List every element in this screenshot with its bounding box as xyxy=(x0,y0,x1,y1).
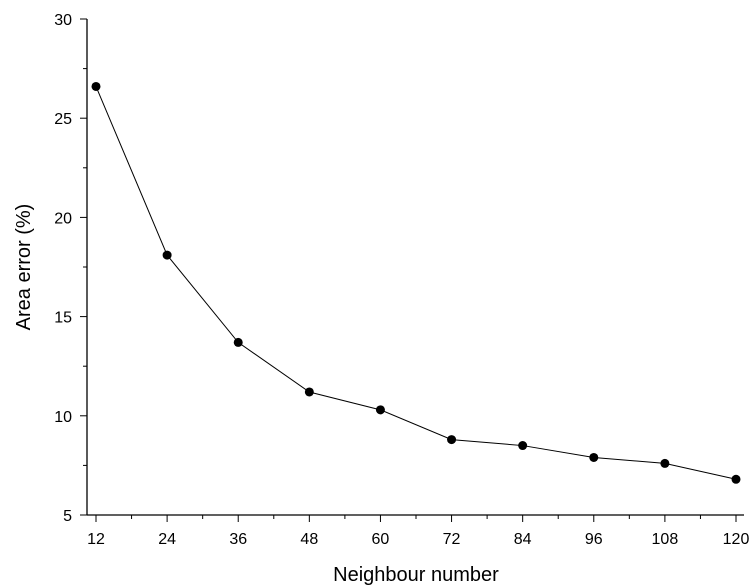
x-tick-label: 72 xyxy=(443,531,461,548)
axes xyxy=(86,19,744,516)
data-point xyxy=(447,435,457,445)
data-point xyxy=(91,81,101,91)
y-axis-title: Area error (%) xyxy=(13,204,35,331)
data-point xyxy=(233,337,243,347)
data-point xyxy=(731,474,741,484)
x-tick-label: 48 xyxy=(300,531,318,548)
series-line xyxy=(95,86,737,480)
y-tick-label: 30 xyxy=(54,12,72,29)
ticks: 5 10 15 20 25 30 12 24 36 48 60 72 84 96 108 120 xyxy=(54,12,749,548)
y-tick-label: 25 xyxy=(54,111,72,128)
x-tick-label: 96 xyxy=(585,531,603,548)
x-tick-label: 120 xyxy=(723,531,750,548)
x-tick-label: 84 xyxy=(514,531,532,548)
data-point xyxy=(589,452,599,462)
data-point xyxy=(660,458,670,468)
y-tick-label: 15 xyxy=(54,310,72,327)
data-point xyxy=(162,250,172,260)
x-tick-label: 36 xyxy=(229,531,247,548)
x-tick-label: 24 xyxy=(158,531,176,548)
x-tick-label: 60 xyxy=(372,531,390,548)
y-tick-label: 10 xyxy=(54,409,72,426)
data-point xyxy=(518,441,528,451)
data-point xyxy=(304,387,314,397)
x-tick-label: 108 xyxy=(652,531,679,548)
x-tick-label: 12 xyxy=(87,531,105,548)
x-axis-title: Neighbour number xyxy=(333,564,499,586)
series-group xyxy=(91,81,741,484)
y-tick-label: 5 xyxy=(63,508,72,525)
y-tick-label: 20 xyxy=(54,210,72,227)
data-point xyxy=(375,405,385,415)
